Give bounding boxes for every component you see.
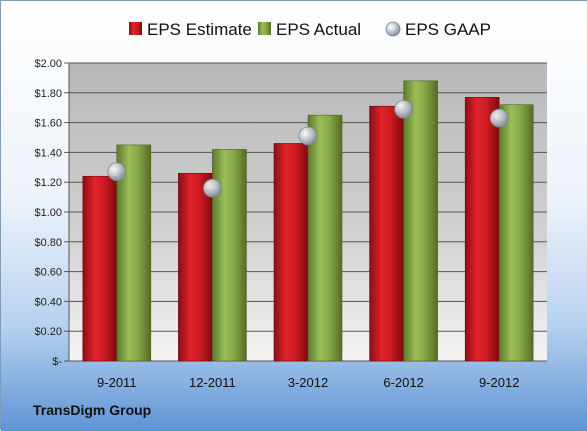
bar-eps-estimate bbox=[369, 105, 404, 362]
y-tick-label: $- bbox=[52, 356, 62, 368]
legend: EPS Estimate EPS Actual EPS GAAP bbox=[129, 20, 491, 39]
legend-label: EPS GAAP bbox=[405, 20, 491, 39]
marker-eps-gaap bbox=[107, 162, 127, 182]
bar-eps-estimate bbox=[82, 175, 118, 362]
y-tick-label: $1.20 bbox=[34, 177, 62, 189]
x-tick-label: 12-2011 bbox=[189, 375, 236, 390]
legend-label: EPS Actual bbox=[276, 20, 361, 39]
legend-swatch-estimate bbox=[129, 22, 142, 35]
x-tick-label: 6-2012 bbox=[383, 375, 423, 390]
marker-eps-gaap bbox=[489, 108, 509, 128]
y-tick-label: $0.20 bbox=[34, 326, 62, 338]
bar-eps-actual bbox=[307, 114, 343, 362]
bar-eps-estimate bbox=[273, 143, 309, 362]
bar-eps-actual bbox=[403, 80, 438, 362]
marker-eps-gaap bbox=[298, 126, 318, 146]
x-tick-label: 3-2012 bbox=[288, 375, 328, 390]
y-tick-label: $0.80 bbox=[34, 237, 62, 249]
y-tick-label: $1.60 bbox=[34, 118, 62, 130]
y-tick-label: $0.60 bbox=[34, 267, 62, 279]
marker-eps-gaap bbox=[202, 178, 222, 198]
marker-eps-gaap bbox=[394, 99, 414, 119]
x-tick-label: 9-2011 bbox=[97, 375, 137, 390]
bar-eps-actual bbox=[116, 144, 152, 362]
y-tick-label: $1.00 bbox=[34, 207, 62, 219]
legend-swatch-gaap bbox=[385, 21, 401, 37]
company-name: TransDigm Group bbox=[33, 402, 152, 418]
x-tick-label: 9-2012 bbox=[479, 375, 519, 390]
bar-eps-estimate bbox=[178, 172, 213, 362]
y-tick-label: $2.00 bbox=[34, 58, 62, 70]
y-tick-label: $0.40 bbox=[34, 296, 62, 308]
bar-eps-estimate bbox=[464, 96, 500, 362]
gaap-markers bbox=[107, 99, 509, 198]
bar-eps-actual bbox=[498, 104, 534, 362]
legend-label: EPS Estimate bbox=[147, 20, 252, 39]
x-axis: 9-2011 12-2011 3-2012 6-2012 9-2012 bbox=[97, 375, 519, 390]
legend-swatch-actual bbox=[258, 22, 271, 35]
y-tick-label: $1.80 bbox=[34, 88, 62, 100]
y-tick-label: $1.40 bbox=[34, 147, 62, 159]
